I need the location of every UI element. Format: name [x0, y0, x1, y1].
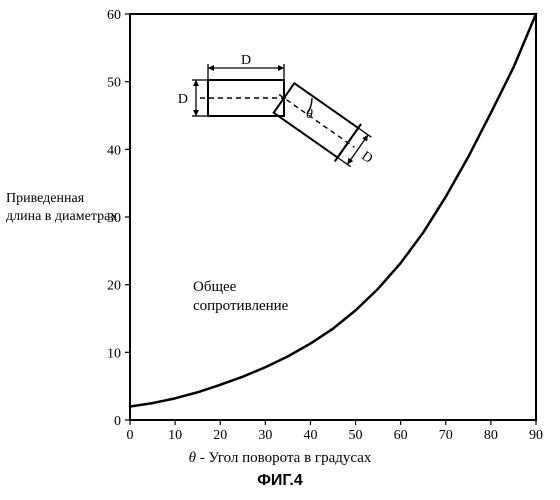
y-axis-label-line2: длина в диаметрах — [6, 209, 117, 224]
svg-text:30: 30 — [258, 428, 272, 443]
svg-text:50: 50 — [349, 428, 363, 443]
svg-text:θ: θ — [306, 107, 313, 122]
svg-text:D: D — [178, 92, 188, 107]
svg-text:80: 80 — [484, 428, 498, 443]
annotation-line2: сопротивление — [193, 298, 288, 314]
y-axis-label: Приведенная длина в диаметрах — [6, 190, 117, 225]
x-axis-label: θ - Угол поворота в градусах — [0, 450, 560, 467]
svg-text:0: 0 — [127, 428, 134, 443]
svg-text:10: 10 — [168, 428, 182, 443]
svg-text:50: 50 — [107, 76, 121, 91]
svg-text:40: 40 — [107, 143, 121, 158]
svg-text:60: 60 — [107, 8, 121, 23]
x-axis-text: - Угол поворота в градусах — [200, 450, 372, 466]
svg-text:0: 0 — [114, 414, 121, 429]
svg-text:20: 20 — [213, 428, 227, 443]
annotation-label: Общее сопротивление — [193, 278, 288, 316]
svg-text:20: 20 — [107, 279, 121, 294]
figure-caption: ФИГ.4 — [0, 472, 560, 490]
svg-text:60: 60 — [394, 428, 408, 443]
svg-text:10: 10 — [107, 346, 121, 361]
svg-text:D: D — [241, 53, 251, 68]
svg-text:40: 40 — [303, 428, 317, 443]
svg-text:90: 90 — [529, 428, 543, 443]
x-axis-theta: θ — [189, 450, 196, 466]
annotation-line1: Общее — [193, 279, 236, 295]
y-axis-label-line1: Приведенная — [6, 191, 84, 206]
chart-svg: 01020304050607080900102030405060θDDD — [0, 0, 560, 500]
svg-text:70: 70 — [439, 428, 453, 443]
